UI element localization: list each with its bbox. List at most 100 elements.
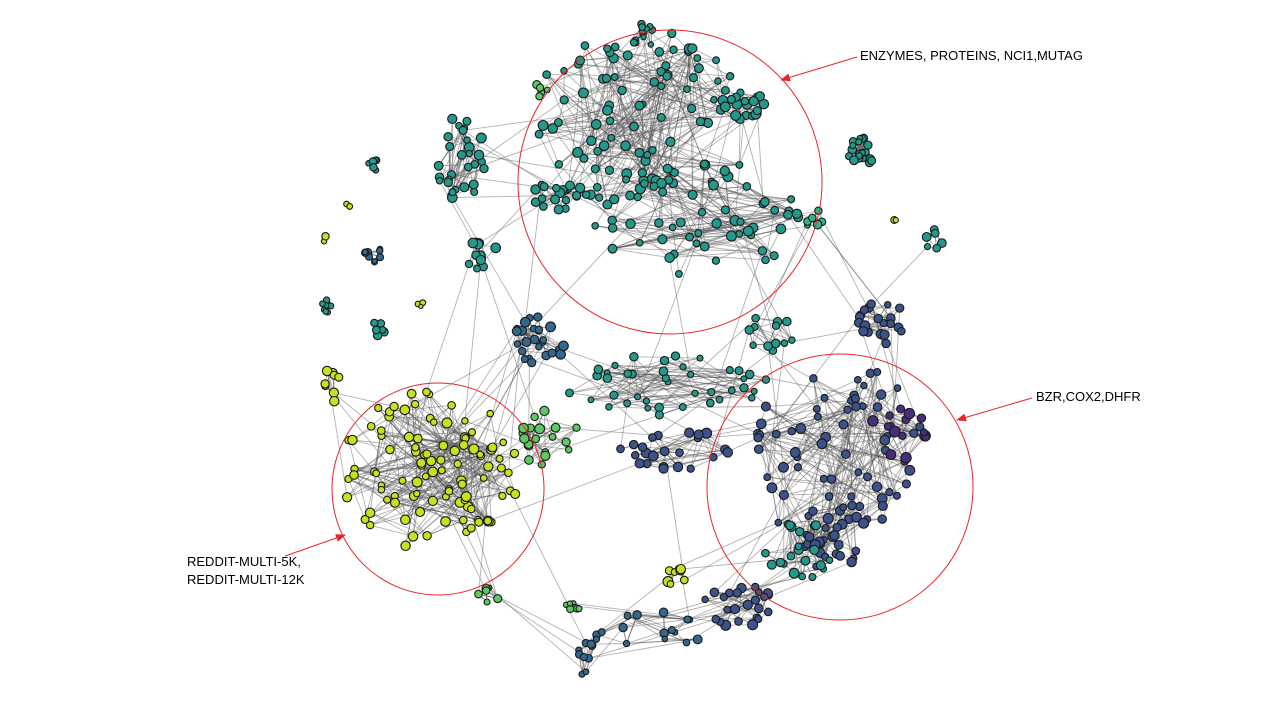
graph-node [714,77,722,85]
graph-edge [626,121,705,175]
graph-edge [478,192,561,244]
graph-node [670,351,681,361]
graph-edge [381,430,474,450]
graph-node [778,490,789,501]
graph-edge [590,373,633,401]
graph-edge [723,596,758,619]
graph-edge [637,396,752,399]
graph-edge [509,490,571,610]
graph-node [476,450,485,459]
graph-edge [701,164,705,213]
graph-node [903,407,916,420]
graph-edge [597,97,737,152]
graph-node [789,447,801,458]
graph-node [517,346,527,356]
graph-edge [569,370,664,394]
graph-edge [598,48,693,198]
graph-edge [633,109,721,128]
graph-edge [652,80,719,151]
graph-node [429,418,438,427]
graph-edge [558,89,623,123]
graph-node [647,450,659,462]
graph-node [341,492,353,503]
graph-node [932,243,942,253]
graph-edge [433,421,503,497]
graph-node [466,523,476,533]
graph-edge [713,184,764,204]
graph-edge [488,462,640,522]
graph-edge [869,373,883,499]
graph-edge [614,77,627,146]
graph-node [873,313,883,324]
graph-node [661,61,671,71]
graph-edge [573,602,721,623]
graph-edge [739,221,777,344]
graph-edge [601,615,628,633]
graph-edge [381,445,444,491]
graph-node [761,255,770,265]
graph-node [893,384,902,392]
graph-node [788,567,800,579]
graph-edge [890,432,925,455]
graph-edge [778,472,859,523]
graph-node [780,339,789,347]
graph-node [374,403,383,413]
graph-node [418,303,424,310]
graph-node [371,258,378,265]
graph-edge [820,429,894,544]
graph-node [795,423,807,434]
graph-node [923,242,932,251]
graph-edge [560,353,653,438]
graph-edge [364,454,425,520]
graph-node [519,433,530,444]
graph-edge [595,225,663,240]
graph-node [807,213,817,223]
graph-edge [750,234,775,257]
graph-edge [673,49,724,101]
graph-edge [766,434,777,478]
graph-edge [426,519,464,537]
graph-node [758,98,770,110]
graph-node [687,189,698,200]
graph-node [753,444,764,455]
graph-edge [485,590,589,659]
graph-node [709,587,720,598]
graph-node [364,507,376,519]
graph-edge [667,381,696,394]
graph-node [321,365,333,377]
graph-edge [668,369,730,383]
graph-edge [608,406,648,409]
graph-edge [394,458,500,497]
graph-edge [653,185,792,200]
graph-edge [673,253,766,261]
graph-edge [348,478,388,501]
graph-node [892,491,901,500]
graph-edge [690,433,708,469]
graph-node [605,403,613,411]
graph-edge [353,474,428,537]
graph-edge [638,105,648,155]
graph-node [607,133,616,142]
graph-node [462,116,472,126]
graph-edge [558,114,747,123]
graph-node [529,334,540,345]
graph-node [675,563,687,575]
graph-edge [760,423,779,523]
graph-edge [347,478,366,520]
graph-edge [584,45,597,125]
graph-node [474,589,483,599]
graph-edge [445,480,462,522]
graph-edge [464,432,473,501]
graph-edge [606,48,674,184]
graph-edge [659,406,766,408]
graph-node [692,239,701,248]
graph-node [877,500,888,512]
graph-node [824,492,834,501]
graph-edge [601,614,638,633]
graph-edge [535,427,577,440]
graph-node [916,413,927,423]
graph-edge [626,614,638,644]
graph-edge [594,48,693,170]
graph-edge [758,314,861,450]
graph-node [763,473,772,482]
